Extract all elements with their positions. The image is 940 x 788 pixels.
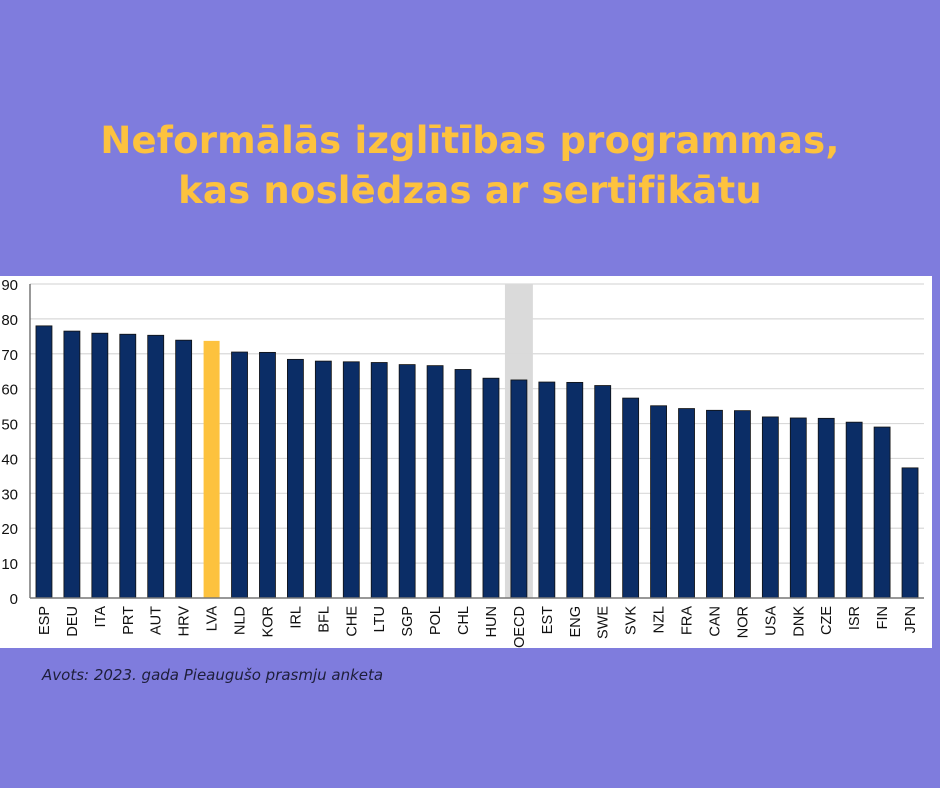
- bar-ita: [91, 332, 109, 599]
- y-tick-label-80: 80: [1, 312, 18, 329]
- bar-isr: [845, 421, 863, 599]
- x-tick-label-est: EST: [540, 606, 556, 634]
- bar-aut: [147, 334, 165, 599]
- bar-bfl: [314, 360, 332, 599]
- bar-chart: 0 10 20 30 40 50 60 70 80 90 ESP DEU ITA PRT AUT HRV LVA…: [1, 277, 924, 648]
- bar-cze: [817, 417, 835, 599]
- x-tick-label-chl: CHL: [456, 606, 472, 635]
- x-tick-label-nld: NLD: [233, 606, 249, 635]
- bar-oecd: [510, 379, 528, 599]
- chart-title-line-1: Neformālās izglītības programmas,: [100, 119, 840, 162]
- x-tick-label-eng: ENG: [568, 606, 584, 637]
- bar-hun: [482, 377, 500, 599]
- bar-fin: [873, 426, 891, 599]
- bar-prt: [119, 333, 137, 599]
- y-tick-label-70: 70: [1, 347, 18, 364]
- source-note: Avots: 2023. gada Pieaugušo prasmju anke…: [42, 666, 384, 684]
- bar-irl: [287, 358, 304, 599]
- x-tick-label-aut: AUT: [149, 606, 165, 635]
- bar-deu: [63, 330, 81, 599]
- x-tick-label-kor: KOR: [260, 606, 276, 637]
- y-tick-label-40: 40: [1, 451, 18, 468]
- bar-swe: [594, 385, 612, 599]
- x-tick-label-ita: ITA: [93, 606, 109, 628]
- x-tick-label-cze: CZE: [819, 606, 835, 635]
- bar-che: [342, 361, 360, 599]
- x-tick-label-hun: HUN: [484, 606, 500, 637]
- chart-title: Neformālās izglītības programmas, kas no…: [0, 116, 940, 216]
- chart-title-line-2: kas noslēdzas ar sertifikātu: [178, 169, 762, 212]
- x-tick-label-irl: IRL: [288, 606, 304, 629]
- x-tick-label-pol: POL: [428, 606, 444, 635]
- x-tick-label-swe: SWE: [596, 606, 612, 639]
- x-tick-label-isr: ISR: [847, 606, 863, 630]
- x-tick-label-hrv: HRV: [177, 606, 193, 637]
- x-tick-label-lva: LVA: [205, 606, 221, 632]
- x-tick-label-esp: ESP: [37, 606, 53, 635]
- bar-sgp: [398, 364, 416, 599]
- x-tick-label-oecd: OECD: [512, 606, 528, 648]
- bar-eng: [566, 381, 584, 599]
- bar-lva: [203, 340, 220, 598]
- x-tick-label-bfl: BFL: [316, 606, 332, 633]
- y-tick-label-30: 30: [1, 486, 18, 503]
- bar-usa: [761, 416, 779, 599]
- y-tick-label-20: 20: [1, 521, 18, 538]
- bar-kor: [259, 351, 276, 599]
- y-tick-label-0: 0: [10, 591, 18, 608]
- y-tick-label-50: 50: [1, 417, 18, 434]
- bar-pol: [426, 365, 444, 599]
- bar-chl: [454, 369, 472, 599]
- chart-panel: 0 10 20 30 40 50 60 70 80 90 ESP DEU ITA PRT AUT HRV LVA…: [0, 276, 932, 648]
- x-tick-label-usa: USA: [763, 606, 779, 636]
- x-tick-label-can: CAN: [707, 606, 723, 637]
- x-tick-label-deu: DEU: [65, 606, 81, 637]
- bar-hrv: [175, 339, 193, 599]
- x-tick-label-che: CHE: [344, 606, 360, 637]
- x-tick-label-nzl: NZL: [652, 606, 668, 633]
- x-tick-label-sgp: SGP: [400, 606, 416, 637]
- bar-jpn: [901, 467, 919, 599]
- y-tick-label-90: 90: [1, 277, 18, 294]
- y-tick-label-60: 60: [1, 382, 18, 399]
- x-tick-label-svk: SVK: [624, 606, 640, 635]
- bar-nzl: [650, 405, 667, 599]
- bar-ltu: [370, 362, 388, 599]
- bar-nld: [231, 351, 248, 599]
- bar-svk: [622, 397, 640, 599]
- bar-fra: [678, 408, 695, 599]
- bar-can: [706, 409, 723, 599]
- bar-esp: [35, 325, 53, 599]
- x-tick-label-jpn: JPN: [903, 606, 919, 633]
- x-tick-label-nor: NOR: [735, 606, 751, 638]
- x-tick-label-ltu: LTU: [372, 606, 388, 632]
- y-tick-label-10: 10: [1, 556, 18, 573]
- bar-nor: [734, 410, 751, 599]
- bar-est: [538, 381, 556, 599]
- x-tick-label-fin: FIN: [875, 606, 891, 629]
- x-tick-label-dnk: DNK: [791, 606, 807, 637]
- bar-dnk: [789, 417, 807, 599]
- x-tick-label-prt: PRT: [121, 606, 137, 635]
- x-tick-label-fra: FRA: [680, 606, 696, 635]
